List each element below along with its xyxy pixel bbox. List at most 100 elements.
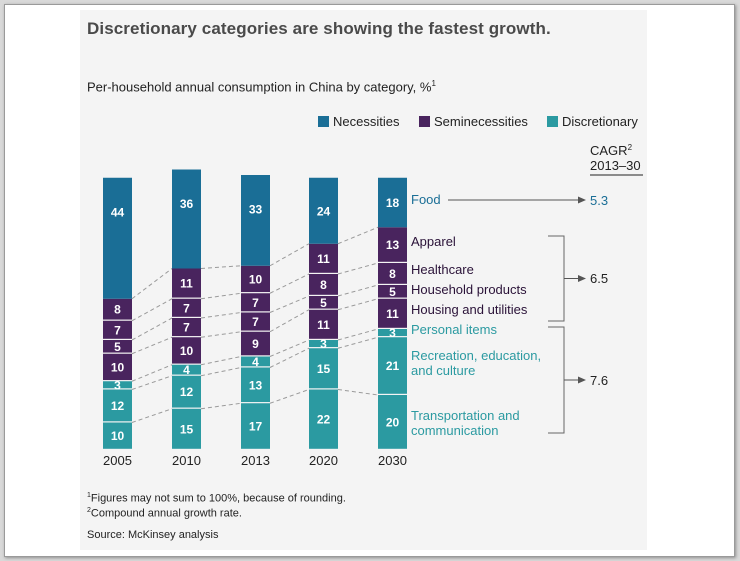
value-label: 8 xyxy=(114,303,121,317)
footnote-1-text: Figures may not sum to 100%, because of … xyxy=(90,492,346,505)
bar-segment xyxy=(103,353,132,381)
bar-segment xyxy=(172,337,201,364)
footnote-2-text: Compound annual growth rate. xyxy=(90,507,242,520)
connector-line xyxy=(131,364,173,382)
category-label: Recreation, education, xyxy=(411,348,541,363)
bar-segment xyxy=(378,337,407,394)
value-label: 36 xyxy=(180,197,194,211)
connector-line xyxy=(200,312,242,319)
bar-segment xyxy=(378,263,407,284)
legend-swatch xyxy=(318,116,329,127)
connector-line xyxy=(269,295,310,313)
bar-segment xyxy=(378,227,407,262)
connector-line xyxy=(131,317,173,341)
bar-segment xyxy=(172,375,201,408)
bar-segment xyxy=(241,175,270,266)
x-tick-label: 2030 xyxy=(378,453,407,468)
bar-segment xyxy=(172,298,201,317)
bar-segment xyxy=(103,340,132,353)
value-label: 17 xyxy=(249,420,263,434)
value-label: 3 xyxy=(389,326,396,340)
bar-segment xyxy=(378,285,407,298)
bar-segment xyxy=(378,298,407,328)
connector-line xyxy=(131,408,173,423)
x-tick-label: 2020 xyxy=(309,453,338,468)
category-label: Household products xyxy=(411,282,527,297)
connector-line xyxy=(269,339,310,357)
bar-segment xyxy=(309,340,338,348)
footnote-1-mark: 1 xyxy=(87,492,91,499)
category-label: Personal items xyxy=(411,322,497,337)
connector-line xyxy=(269,243,310,267)
connector-line xyxy=(269,273,310,294)
connector-line xyxy=(269,389,310,404)
value-label: 12 xyxy=(111,399,125,413)
bar-segment xyxy=(241,356,270,367)
source-note: Source: McKinsey analysis xyxy=(87,529,219,541)
legend-swatch xyxy=(547,116,558,127)
category-label: Healthcare xyxy=(411,262,474,277)
value-label: 13 xyxy=(386,238,400,252)
connector-line xyxy=(337,328,379,341)
connector-line xyxy=(337,284,379,297)
bar-segment xyxy=(172,318,201,337)
connector-line xyxy=(269,309,310,333)
category-label: Transportation and xyxy=(411,408,520,423)
value-label: 10 xyxy=(180,344,194,358)
footnote-2: 2Compound annual growth rate. xyxy=(87,507,242,520)
bar-segment xyxy=(103,422,132,449)
cagr-value: 7.6 xyxy=(590,373,608,388)
value-label: 7 xyxy=(183,301,190,315)
category-label: Apparel xyxy=(411,234,456,249)
value-label: 8 xyxy=(389,267,396,281)
value-label: 11 xyxy=(317,252,330,266)
bar-segment xyxy=(103,298,132,320)
bar-segment xyxy=(309,309,338,339)
connector-line xyxy=(337,336,379,349)
bar-segment xyxy=(172,268,201,298)
value-label: 5 xyxy=(320,296,327,310)
x-tick-label: 2013 xyxy=(241,453,270,468)
bar-segment xyxy=(241,367,270,403)
bar-segment xyxy=(309,243,338,273)
bar-segment xyxy=(241,312,270,331)
value-label: 10 xyxy=(111,360,125,374)
discretionary-bracket-arrow-head xyxy=(578,376,586,384)
chart-headline: Discretionary categories are showing the… xyxy=(87,19,551,38)
cagr-value: 5.3 xyxy=(590,193,608,208)
bar-segment xyxy=(241,331,270,356)
value-label: 3 xyxy=(114,378,121,392)
connector-line xyxy=(131,298,173,322)
category-label: communication xyxy=(411,423,498,438)
cagr-value: 6.5 xyxy=(590,271,608,286)
bar-segment xyxy=(309,389,338,449)
legend-label: Seminecessities xyxy=(434,114,528,129)
bar-segment xyxy=(378,177,407,228)
cagr-header-line-1: CAGR2 xyxy=(590,143,633,158)
connector-line xyxy=(337,262,379,275)
bar-segment xyxy=(103,381,132,389)
bar-segment xyxy=(103,177,132,299)
legend-swatch xyxy=(419,116,430,127)
connector-line xyxy=(337,389,379,396)
category-label: and culture xyxy=(411,363,475,378)
footnote-1: 1Figures may not sum to 100%, because of… xyxy=(87,492,346,505)
connector-line xyxy=(337,226,379,245)
cagr-header-line-2: 2013–30 xyxy=(590,158,641,173)
subtitle-text: Per-household annual consumption in Chin… xyxy=(87,79,432,95)
value-label: 5 xyxy=(389,285,396,299)
bar-segment xyxy=(309,348,338,389)
bar-segment xyxy=(241,265,270,293)
cagr-footnote-mark: 2 xyxy=(628,143,633,152)
category-label: Housing and utilities xyxy=(411,302,528,317)
legend-label: Discretionary xyxy=(562,114,638,129)
value-label: 3 xyxy=(320,337,327,351)
subtitle-footnote-mark: 1 xyxy=(431,79,436,88)
category-label: Food xyxy=(411,192,441,207)
food-arrow-head xyxy=(578,196,586,204)
connector-line xyxy=(200,331,242,338)
connector-line xyxy=(200,265,242,269)
connector-line xyxy=(337,298,379,311)
value-label: 11 xyxy=(180,277,193,291)
bar-segment xyxy=(309,274,338,295)
